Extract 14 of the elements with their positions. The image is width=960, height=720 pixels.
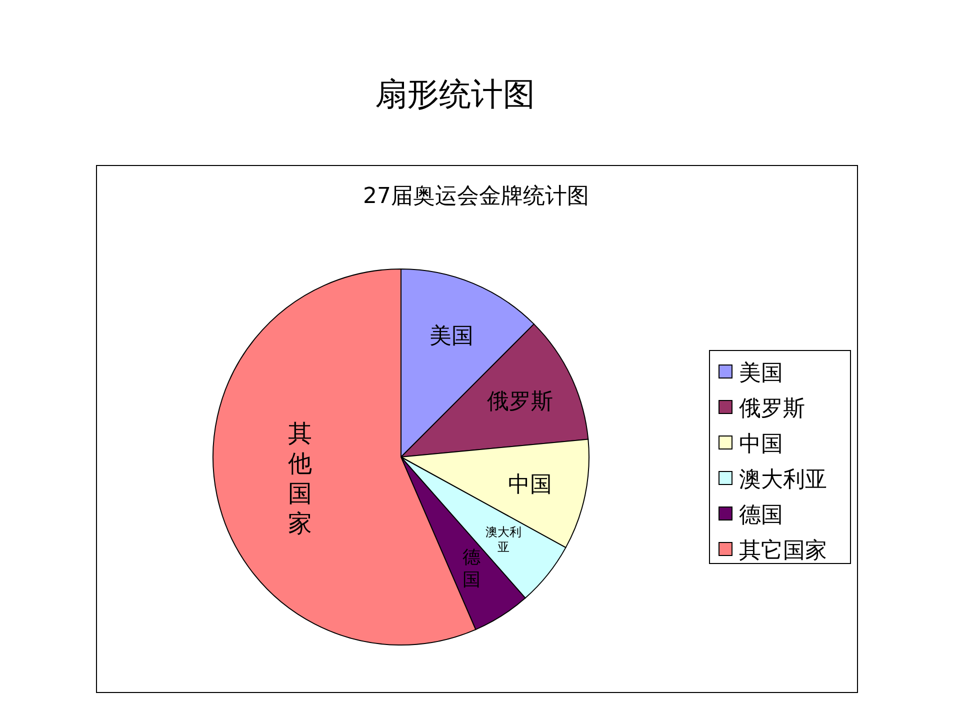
data-label: 其他国家 [288,419,312,538]
legend-label: 俄罗斯 [739,396,805,422]
chart-subtitle: 27届奥运会金牌统计图 [363,184,589,209]
legend-label: 澳大利亚 [739,468,827,492]
legend-label: 德国 [739,503,783,528]
data-label: 澳大利亚 [486,524,522,554]
legend-label: 美国 [739,361,783,386]
chart-title: 扇形统计图 [375,75,535,113]
data-label: 俄罗斯 [487,390,554,415]
data-label: 中国 [508,472,552,498]
legend-label: 其它国家 [739,538,827,564]
legend-label: 中国 [739,432,783,457]
data-label: 德国 [462,547,481,591]
data-label: 美国 [429,324,474,350]
